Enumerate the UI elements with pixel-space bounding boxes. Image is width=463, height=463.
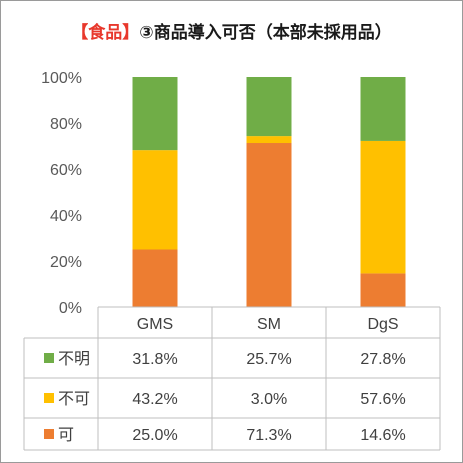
legend-label: 不可 xyxy=(58,389,90,408)
legend-label: 可 xyxy=(58,425,74,444)
data-table-value: 25.0% xyxy=(132,427,177,444)
bar-segment xyxy=(246,143,292,307)
legend-key xyxy=(44,393,54,403)
data-table-value: 71.3% xyxy=(246,427,291,444)
legend-key xyxy=(44,353,54,363)
bar-segment xyxy=(132,249,178,307)
category-label: SM xyxy=(257,316,281,333)
bar-segment xyxy=(360,273,406,307)
y-tick-label: 100% xyxy=(41,70,82,87)
y-tick-label: 80% xyxy=(50,116,82,133)
data-table-value: 25.7% xyxy=(246,351,291,368)
bar-segment xyxy=(132,150,178,250)
bar-segment xyxy=(246,77,292,137)
y-tick-label: 40% xyxy=(50,208,82,225)
data-table-value: 14.6% xyxy=(360,427,405,444)
data-table-value: 31.8% xyxy=(132,351,177,368)
title-text: ③商品導入可否（本部未採用品） xyxy=(139,23,392,43)
data-table-value: 3.0% xyxy=(251,391,287,408)
legend-label: 不明 xyxy=(58,349,90,368)
bar-segment xyxy=(360,140,406,274)
chart-title: 【食品】③商品導入可否（本部未採用品） xyxy=(0,18,463,43)
legend-key xyxy=(44,429,54,439)
y-tick-label: 0% xyxy=(59,300,82,317)
bar-segment xyxy=(246,136,292,144)
category-label: GMS xyxy=(137,316,173,333)
data-table-value: 57.6% xyxy=(360,391,405,408)
bar-segment xyxy=(360,77,406,141)
data-table-value: 43.2% xyxy=(132,391,177,408)
bar-segment xyxy=(132,77,178,151)
category-label: DgS xyxy=(367,316,398,333)
data-table-value: 27.8% xyxy=(360,351,405,368)
y-tick-label: 20% xyxy=(50,254,82,271)
y-tick-label: 60% xyxy=(50,162,82,179)
title-tag: 【食品】 xyxy=(71,23,140,43)
